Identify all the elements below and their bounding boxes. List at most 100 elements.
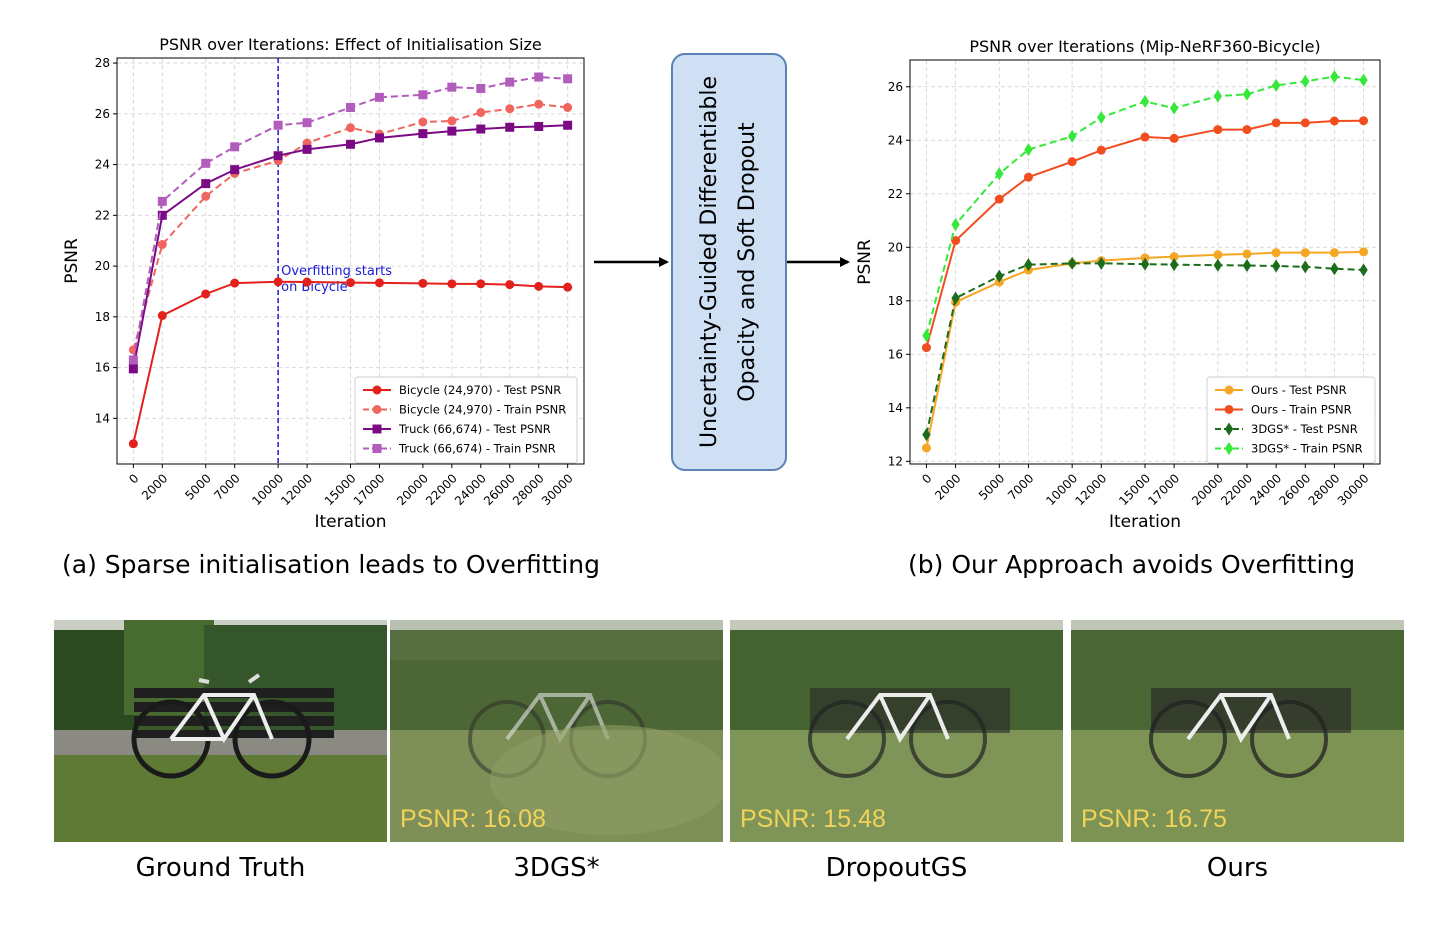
data-point-1 [1242,125,1252,135]
bicycle-photo-image [730,620,1063,842]
x-tick-label: 7000 [1005,471,1036,502]
y-tick-label: 18 [95,310,110,324]
data-point-2 [1097,256,1106,270]
legend-label: Bicycle (24,970) - Train PSNR [399,403,566,417]
data-point-1 [563,102,573,112]
data-point-0 [1169,252,1179,262]
data-point-0 [1359,247,1369,257]
annotation-text-line2: on Bicycle [281,280,347,295]
bicycle-photo-image [390,620,723,842]
data-point-0 [346,278,355,288]
x-tick-label: 15000 [1116,471,1153,508]
x-tick-label: 7000 [211,471,242,502]
x-tick-label: 5000 [182,471,213,502]
data-point-3 [128,355,138,365]
data-point-3 [1330,70,1339,84]
legend-swatch-marker [372,405,382,414]
psnr-label: PSNR: 16.75 [1081,805,1227,833]
data-point-0 [157,311,167,321]
y-tick-label: 26 [95,107,110,121]
data-point-2 [995,269,1004,283]
data-point-2 [1330,262,1339,276]
legend-label: Ours - Test PSNR [1251,383,1347,397]
legend-box [1206,376,1376,464]
y-tick-label: 16 [888,347,903,361]
data-point-2 [201,179,211,189]
data-point-1 [1067,157,1077,167]
legend-swatch-marker [372,444,382,453]
data-point-1 [1300,118,1310,128]
photo-caption-ours: Ours [1206,853,1269,883]
data-point-0 [447,279,457,289]
data-point-2 [1024,258,1033,272]
series-line-0 [132,280,568,444]
series-line-3 [132,76,568,361]
legend-swatch-marker [372,385,382,395]
legend-label: Truck (66,674) - Test PSNR [398,422,551,436]
bicycle-photo-image [1071,620,1404,842]
data-point-3 [505,77,515,87]
data-point-1 [1140,132,1150,142]
data-point-2 [128,364,138,374]
data-point-3 [230,142,240,152]
data-point-1 [346,123,355,133]
data-point-1 [534,99,544,109]
data-point-1 [951,236,961,246]
legend-label: Truck (66,674) - Train PSNR [398,442,556,456]
data-point-2 [534,122,544,132]
data-point-3 [418,90,428,100]
data-point-0 [1329,248,1339,258]
photo-dropoutgs: PSNR: 15.48 [730,620,1063,842]
data-point-0 [273,277,283,287]
x-tick-label: 20000 [394,471,431,508]
y-tick-label: 24 [888,133,903,147]
photo-caption-3dgs: 3DGS* [513,853,600,883]
psnr-label: PSNR: 16.08 [400,805,546,833]
data-point-3 [1169,101,1179,115]
x-tick-label: 22000 [423,471,460,508]
series-line-3 [925,75,1364,336]
legend-swatch-marker [1224,405,1234,414]
y-tick-label: 12 [888,454,903,468]
x-tick-label: 26000 [481,471,518,508]
data-point-2 [476,124,486,134]
method-box-line1: Uncertainty-Guided Differentiable [697,75,722,449]
data-point-3 [1359,73,1368,87]
data-point-2 [505,122,515,132]
photo-caption-dropoutgs: DropoutGS [825,853,968,883]
x-tick-label: 24000 [452,471,489,508]
data-point-3 [346,102,355,112]
x-tick-label: 17000 [351,471,388,508]
data-point-2 [1140,257,1150,271]
data-point-2 [302,144,312,154]
x-tick-label: 2000 [932,471,963,502]
x-tick-label: 28000 [1306,471,1343,508]
legend-label: 3DGS* - Train PSNR [1251,442,1363,456]
data-point-2 [1169,258,1179,272]
y-tick-label: 28 [95,56,110,70]
y-tick-label: 16 [95,361,110,375]
data-point-2 [346,139,355,149]
data-point-0 [921,443,931,453]
data-point-3 [563,74,573,84]
data-point-3 [201,158,211,168]
data-point-1 [157,240,167,250]
data-point-3 [951,218,960,232]
data-point-2 [418,129,428,139]
data-point-2 [157,210,167,220]
data-point-2 [951,291,960,305]
data-point-1 [1271,118,1281,128]
y-tick-label: 22 [95,208,110,222]
data-point-3 [1242,87,1252,101]
x-tick-label: 0 [126,471,141,486]
x-tick-label: 20000 [1189,471,1226,508]
x-tick-label: 28000 [510,471,547,508]
x-tick-label: 2000 [139,471,170,502]
photo-ground-truth [54,620,387,842]
y-tick-label: 14 [888,401,903,415]
data-point-3 [1301,74,1310,88]
legend-swatch-marker [1224,442,1234,455]
data-point-1 [994,194,1004,204]
data-point-0 [476,279,486,289]
y-tick-label: 20 [888,240,903,254]
